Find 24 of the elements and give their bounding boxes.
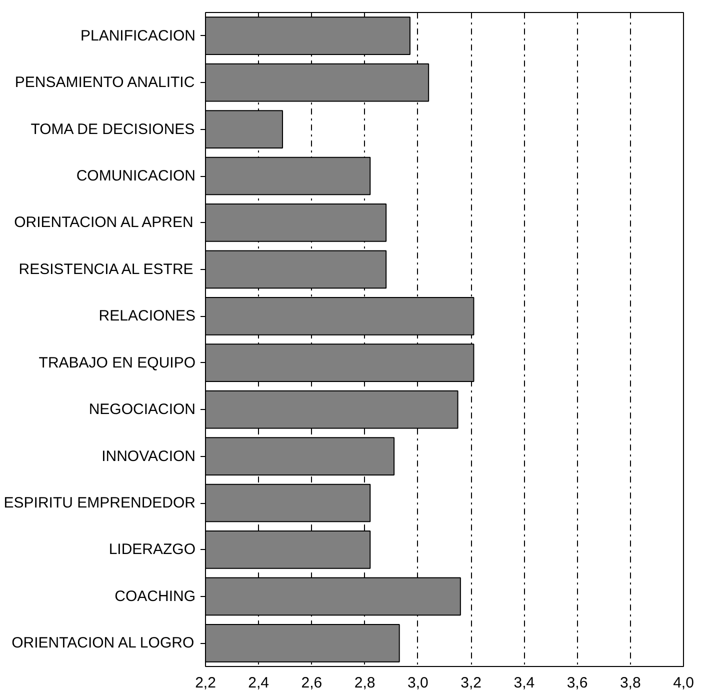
x-tick-label: 2,4 bbox=[248, 674, 270, 692]
x-tick-label: 3,8 bbox=[620, 674, 641, 692]
y-tick-label: RELACIONES bbox=[98, 308, 196, 325]
y-tick-label: COACHING bbox=[114, 588, 196, 605]
y-tick-label: INNOVACION bbox=[102, 448, 196, 465]
y-tick-label: PENSAMIENTO ANALITIC bbox=[14, 74, 195, 92]
x-tick-label: 3,0 bbox=[408, 674, 428, 692]
x-tick-label: 3,2 bbox=[460, 674, 482, 692]
y-tick-label: COMUNICACION bbox=[76, 168, 196, 184]
y-tick-label: ESPIRITU EMPRENDEDOR bbox=[4, 494, 196, 512]
x-tick-label: 4,0 bbox=[673, 674, 694, 692]
y-tick-label: LIDERAZGO bbox=[108, 541, 196, 558]
x-tick-label: 3,4 bbox=[514, 674, 535, 692]
y-tick-label: TRABAJO EN EQUIPO bbox=[38, 354, 196, 372]
y-tick-label: NEGOCIACION bbox=[88, 401, 196, 418]
x-tick-label: 2,8 bbox=[354, 674, 376, 692]
y-tick-label: ORIENTACION AL APREN bbox=[14, 214, 194, 232]
x-tick-label: 3,6 bbox=[566, 674, 588, 692]
x-tick-label: 2,2 bbox=[195, 674, 216, 692]
y-tick-label: RESISTENCIA AL ESTRE bbox=[18, 260, 194, 278]
x-tick-label: 2,6 bbox=[301, 674, 322, 692]
y-tick-label: ORIENTACION AL LOGRO bbox=[12, 634, 194, 652]
y-tick-label: PLANIFICACION bbox=[80, 27, 196, 44]
y-tick-label: TOMA DE DECISIONES bbox=[30, 120, 195, 138]
